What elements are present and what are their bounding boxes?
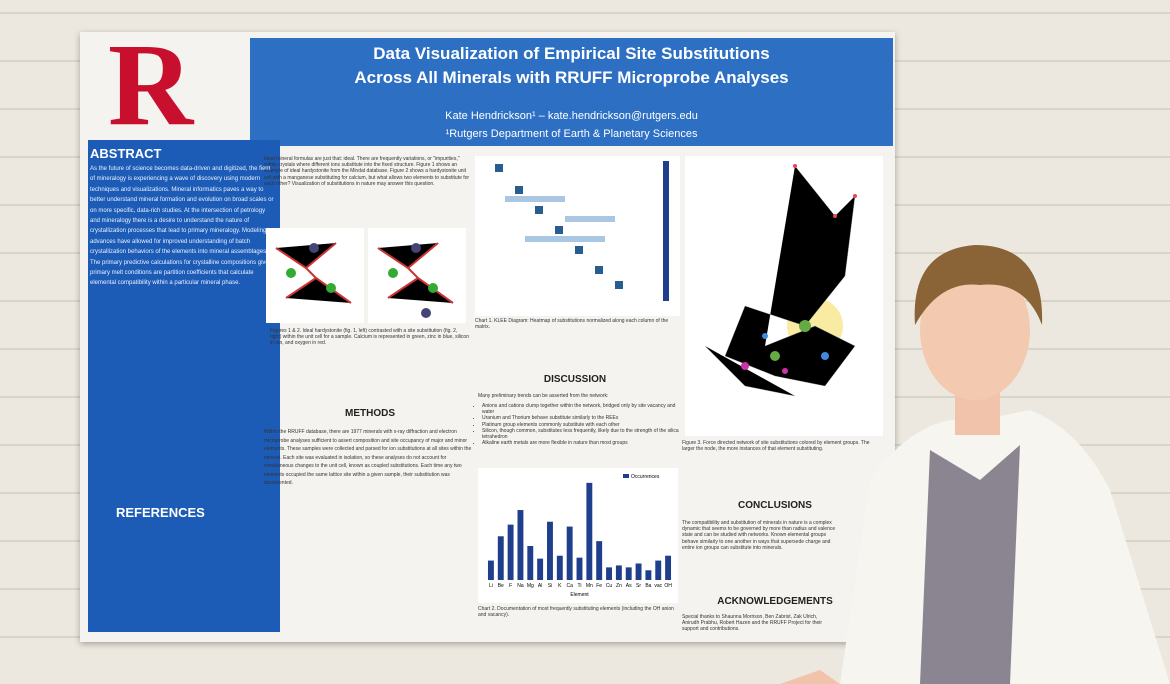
header [250, 38, 893, 146]
x-tick-label: Zn [616, 583, 622, 589]
intro: Ideal mineral formulas are just that: id… [264, 156, 470, 187]
conclusions: The compatibility and substitution of mi… [682, 520, 836, 551]
x-tick-label: As [626, 583, 632, 589]
x-tick-label: OH [664, 583, 672, 589]
x-tick-label: Ti [578, 583, 582, 589]
author: Kate Hendrickson¹ – kate.hendrickson@rut… [445, 110, 698, 122]
x-tick-label: Na [517, 583, 524, 589]
bar [635, 563, 642, 580]
x-tick-label: K [558, 583, 562, 589]
heading: DISCUSSION [543, 374, 607, 385]
x-tick-label: vac [654, 583, 662, 589]
title: Across All Minerals with RRUFF Microprob… [354, 68, 789, 87]
bar-chart: Occurrences Li Be F Na Mg Al Si K Ca Ti Mn Fe Cu Zn As S… [478, 468, 678, 603]
x-tick-label: Si [548, 583, 552, 589]
discussion-intro: Many preliminary trends can be asserted … [478, 393, 609, 399]
discussion-point: Platinum group elements commonly substit… [482, 422, 687, 428]
bar [497, 536, 504, 580]
x-tick-label: Li [489, 583, 493, 589]
methods: Within the RRUFF database, there are 197… [264, 429, 472, 486]
discussion-point: Uranium and Thorium behave substitute si… [482, 415, 687, 421]
x-tick-label: F [509, 583, 512, 589]
bar [665, 555, 672, 580]
bar [645, 570, 652, 580]
crystal-figures [266, 228, 466, 323]
legend: Occurrences [631, 474, 660, 480]
heading: ACKNOWLEDGEMENTS [717, 596, 833, 607]
x-tick-label: Fe [596, 583, 602, 589]
heading: ABSTRACT [90, 146, 162, 161]
heading: CONCLUSIONS [738, 500, 812, 511]
caption: Chart 1. KLEE Diagram: Heatmap of substi… [475, 318, 669, 331]
x-axis-label: Element [570, 592, 589, 598]
caption: Figure 3. Force directed network of site… [682, 440, 870, 453]
bar [507, 524, 514, 580]
x-tick-label: Be [498, 583, 504, 589]
x-tick-label: Ca [566, 583, 573, 589]
abstract: As the future of science becomes data-dr… [90, 166, 274, 287]
bar [576, 557, 583, 580]
bar [487, 560, 494, 580]
bar [527, 546, 534, 580]
bar [625, 567, 632, 580]
title: Data Visualization of Empirical Site Sub… [373, 44, 770, 63]
caption: Figures 1 & 2. Ideal hardystonite (fig. … [270, 328, 469, 347]
bar [547, 521, 553, 580]
heading: METHODS [345, 408, 395, 419]
side-panel [88, 140, 280, 632]
discussion-point: Silicon, though common, substitutes less… [482, 428, 687, 440]
bar [556, 555, 563, 580]
network [685, 156, 883, 436]
x-tick-label: Al [538, 583, 542, 589]
heatmap [475, 156, 680, 316]
acknowledgements: Special thanks to Shaunna Morrison, Ben … [682, 614, 823, 632]
affiliation: ¹Rutgers Department of Earth & Planetary… [445, 128, 698, 140]
bar [596, 541, 603, 580]
legend-swatch [623, 474, 629, 478]
person [780, 245, 1170, 684]
bar [606, 567, 612, 580]
x-tick-label: Mn [586, 583, 593, 589]
x-tick-label: Cu [606, 583, 613, 589]
bar [615, 565, 622, 580]
bar [655, 560, 662, 580]
bar [517, 510, 524, 580]
x-tick-label: Mg [527, 583, 534, 589]
x-tick-label: Sr [636, 583, 641, 589]
bar [586, 482, 593, 580]
discussion-point: Alkaline earth metals are more flexible … [482, 440, 687, 446]
logo: R [108, 19, 194, 150]
discussion-point: Anions and cations clump together within… [482, 403, 687, 415]
discussion-list: Anions and cations clump together within… [468, 403, 687, 446]
x-tick-label: Ba [645, 583, 651, 589]
caption: Chart 2. Documentation of most frequentl… [478, 606, 674, 619]
bar [566, 526, 573, 580]
bar [537, 558, 544, 580]
heading: REFERENCES [116, 505, 205, 520]
